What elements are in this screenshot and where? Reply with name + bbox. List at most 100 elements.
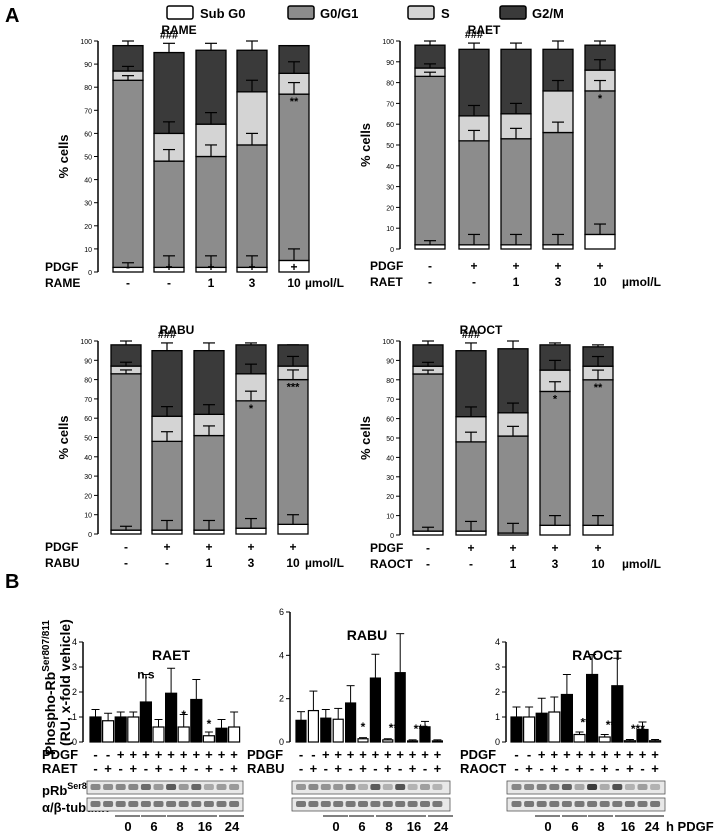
rame-dose-value: 10 (287, 276, 301, 290)
rabu-pdgf-label: PDGF (45, 540, 78, 554)
prb-raoct-bar (611, 685, 624, 743)
prb-raet-time-label: 16 (198, 819, 212, 834)
raoct-bar-g0g1 (539, 390, 571, 526)
raoct-ytick-label: 90 (386, 358, 394, 365)
prb-raet-ytick-label: 2 (72, 687, 77, 697)
prb-rabu-blot-band (345, 801, 356, 807)
prb-rabu-time-label: 6 (358, 819, 365, 834)
raoct-ytick-label: 30 (386, 475, 394, 482)
raet-drug-label: RAET (370, 275, 403, 289)
prb-rabu-ytick-label: 0 (279, 737, 284, 747)
prb-raoct-blot-band (561, 784, 572, 790)
prb-rabu-drug-value: + (434, 761, 442, 776)
raoct-drug-label: RAOCT (370, 557, 413, 571)
prb-raoct-drug-value: + (576, 761, 584, 776)
rame-pdgf-value: + (290, 260, 297, 274)
prb-raet-blot-band (140, 801, 151, 807)
raoct-ytick-label: 80 (386, 378, 394, 385)
prb-raoct-blot-band (637, 801, 648, 807)
rame-ytick-label: 0 (88, 270, 92, 277)
rabu-title: RABU (160, 323, 195, 337)
prb-raet-drug-value: - (144, 761, 148, 776)
raoct-pdgf-label: PDGF (370, 541, 403, 555)
prb-rabu-drug-value: - (348, 761, 352, 776)
prb-rabu-pdgf-label: PDGF (247, 747, 283, 762)
rabu-pdgf-value: + (289, 540, 296, 554)
prb-rabu-time-label: 8 (385, 819, 392, 834)
prb-rabu-blot-band (333, 784, 344, 790)
legend-swatch-subg0 (166, 5, 194, 20)
rame-pdgf-value: + (248, 260, 255, 274)
prb-rabu-bar (407, 740, 419, 743)
prb-raet-drug-value: - (219, 761, 223, 776)
rame-ytick-label: 80 (84, 85, 92, 92)
rabu-ytick-label: 90 (84, 358, 92, 365)
rabu-annotation: * (249, 403, 254, 415)
prb-rabu-pdgf-value: + (421, 747, 429, 762)
prb-raoct-pdgf-value: + (538, 747, 546, 762)
raet-bar-g0g1 (414, 75, 446, 246)
rame-title: RAME (161, 23, 196, 37)
rame-dose-value: - (126, 276, 130, 290)
raet-annotation: ### (465, 29, 483, 41)
prb-raoct-blot-band (524, 784, 535, 790)
rame-bar-g0g1 (112, 79, 144, 269)
prb-raet-pdgf-value: + (180, 747, 188, 762)
prb-raoct-blot-band (624, 784, 635, 790)
prb-raoct-bar (648, 740, 662, 743)
prb-raoct-ytick-label: 3 (495, 662, 500, 672)
rabu-bar-g0g1 (193, 434, 225, 531)
rabu-bar-subg0 (277, 523, 309, 535)
rabu-ytick-label: 60 (84, 416, 92, 423)
prb-raet-pdgf-value: + (205, 747, 213, 762)
prb-rabu-time-label: 16 (407, 819, 421, 834)
rabu-annotation: ### (158, 329, 176, 341)
legend-label-subg0: Sub G0 (200, 6, 246, 21)
prb-raoct-pdgf-value: + (601, 747, 609, 762)
prb-raet-bar (228, 726, 241, 743)
raoct-ytick-label: 10 (386, 514, 394, 521)
raoct-dose-value: 1 (510, 557, 517, 571)
prb-raoct-bar (623, 740, 637, 743)
prb-raet-drug-label: RAET (42, 761, 77, 776)
prb-rabu-blot-band (308, 784, 319, 790)
prb-raet-blot-band (103, 801, 114, 807)
prb-rabu-pdgf-value: + (396, 747, 404, 762)
raoct-bar-subg0 (539, 524, 571, 536)
panel-label-a: A (5, 5, 19, 27)
prb-raoct-ytick-label: 4 (495, 637, 500, 647)
prb-raoct-ytick-label: 1 (495, 712, 500, 722)
prb-raet-blot-band (191, 784, 202, 790)
prb-raoct-pdgf-value: + (639, 747, 647, 762)
prb-raoct-drug-value: - (615, 761, 619, 776)
rabu-ytick-label: 50 (84, 436, 92, 443)
prb-raoct-ytick-label: 2 (495, 687, 500, 697)
legend-swatch-g2m (499, 5, 527, 20)
rame-ytick-label: 60 (84, 131, 92, 138)
prb-raoct-pdgf-value: + (576, 747, 584, 762)
raoct-ytick-label: 70 (386, 397, 394, 404)
raet-pdgf-value: + (554, 259, 561, 273)
prb-rabu-drug-value: - (423, 761, 427, 776)
rame-pdgf-value: - (126, 260, 130, 274)
prb-raoct-title: RAOCT (572, 647, 622, 663)
prb-rabu-drug-value: + (310, 761, 318, 776)
prb-rabu-bar (307, 709, 319, 743)
raet-dose-value: 3 (555, 275, 562, 289)
prb-raoct-bar (573, 733, 586, 743)
rame-annotation: ### (160, 29, 178, 41)
prb-raoct-blot-band (650, 784, 661, 790)
rabu-dose-value: - (165, 556, 169, 570)
rame-pdgf-label: PDGF (45, 260, 78, 274)
prb-rabu-pdgf-value: + (384, 747, 392, 762)
prb-raet-blot-band (229, 801, 240, 807)
prb-rabu-blot-band (420, 801, 430, 807)
prb-raet-drug-value: - (119, 761, 123, 776)
prb-raoct-blot-band (650, 801, 661, 807)
raoct-ytick-label: 50 (386, 436, 394, 443)
raet-bar-g0g1 (584, 90, 616, 236)
prb-rabu-blot-band (432, 801, 443, 807)
prb-raoct-blot-band (612, 801, 623, 807)
